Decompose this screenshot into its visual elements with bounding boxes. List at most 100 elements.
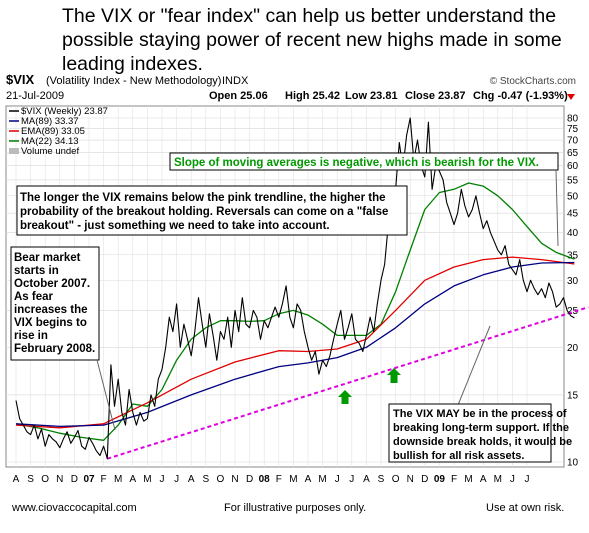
trendline-text-2: probability of the breakout holding. Rev…: [20, 206, 388, 218]
y-tick-label: 30: [567, 276, 579, 287]
high-value: High 25.42: [285, 90, 340, 102]
x-tick-label: J: [525, 474, 530, 485]
x-tick-label: A: [188, 474, 195, 485]
x-tick-label: 08: [259, 474, 271, 485]
x-tick-label: 07: [83, 474, 95, 485]
x-tick-label: M: [494, 474, 502, 485]
footer-illustrative: For illustrative purposes only.: [224, 502, 367, 514]
y-tick-label: 80: [567, 114, 579, 125]
chart-name: (Volatility Index - New Methodology): [46, 75, 221, 87]
headline: The VIX or "fear index" can help us bett…: [62, 5, 562, 75]
x-tick-label: F: [101, 474, 107, 485]
legend-ma89: MA(89) 33.37: [21, 116, 79, 127]
x-tick-label: J: [174, 474, 179, 485]
close-value: Close 23.87: [405, 90, 466, 102]
x-tick-label: O: [392, 474, 400, 485]
x-tick-label: M: [143, 474, 151, 485]
y-tick-label: 45: [567, 209, 579, 220]
y-tick-label: 40: [567, 228, 579, 239]
x-tick-label: N: [407, 474, 414, 485]
slope-text: Slope of moving averages is negative, wh…: [174, 157, 539, 169]
slope-annotation: Slope of moving averages is negative, wh…: [169, 152, 559, 171]
down-arrow-icon: [567, 94, 575, 100]
x-tick-label: M: [114, 474, 122, 485]
x-tick-label: O: [217, 474, 225, 485]
series-line-ma-22: [15, 182, 575, 441]
legend-vix: $VIX (Weekly) 23.87: [21, 106, 108, 117]
y-tick-label: 60: [567, 161, 579, 172]
y-tick-label: 35: [567, 250, 579, 261]
bear-text-5: increases the: [14, 304, 88, 316]
bear-text-2: starts in: [14, 265, 59, 277]
x-tick-label: A: [305, 474, 312, 485]
x-tick-label: A: [480, 474, 487, 485]
x-tick-label: J: [335, 474, 340, 485]
x-tick-label: M: [464, 474, 472, 485]
trendline-text-3: breakout" - just something we need to ta…: [20, 220, 330, 232]
open-value: Open 25.06: [209, 90, 268, 102]
legend: $VIX (Weekly) 23.87 MA(89) 33.37 EMA(89)…: [9, 106, 108, 157]
x-tick-label: F: [276, 474, 282, 485]
x-tick-label: S: [27, 474, 34, 485]
bear-text-8: February 2008.: [14, 343, 95, 355]
support-text-4: bullish for all risk assets.: [393, 450, 524, 462]
trendline-annotation: The longer the VIX remains below the pin…: [16, 185, 408, 236]
trendline-text-1: The longer the VIX remains below the pin…: [20, 192, 386, 204]
y-tick-label: 10: [567, 458, 579, 469]
support-annotation: The VIX MAY be in the process of breakin…: [388, 403, 572, 463]
stockcharts-credit: © StockCharts.com: [490, 76, 576, 87]
y-tick-label: 20: [567, 343, 579, 354]
x-tick-label: M: [318, 474, 326, 485]
bear-market-annotation: Bear market starts in October 2007. As f…: [10, 246, 100, 361]
bear-text-3: October 2007.: [14, 278, 90, 290]
support-text-2: breaking long-term support. If the: [393, 422, 569, 434]
legend-swatch-volume: [9, 148, 19, 154]
x-tick-label: D: [246, 474, 253, 485]
footer-website: www.ciovaccocapital.com: [12, 502, 137, 514]
x-tick-label: A: [363, 474, 370, 485]
chart-exchange: INDX: [222, 75, 249, 87]
change-value: Chg -0.47 (-1.93%): [473, 90, 568, 102]
x-tick-label: J: [349, 474, 354, 485]
bear-text-6: VIX begins to: [14, 317, 87, 329]
x-tick-label: N: [231, 474, 238, 485]
x-tick-label: N: [56, 474, 63, 485]
x-tick-label: 09: [434, 474, 446, 485]
x-tick-label: J: [160, 474, 165, 485]
bear-text-1: Bear market: [14, 252, 81, 264]
x-tick-label: A: [129, 474, 136, 485]
up-arrow-icon: [338, 390, 352, 404]
chart-date: 21-Jul-2009: [6, 90, 64, 102]
y-tick-label: 65: [567, 148, 579, 159]
legend-volume: Volume undef: [21, 146, 79, 157]
support-text-3: downside break holds, it would be: [393, 436, 572, 448]
x-tick-label: A: [13, 474, 20, 485]
x-tick-label: S: [378, 474, 385, 485]
footer-risk: Use at own risk.: [486, 502, 565, 514]
up-arrow-icon: [387, 368, 401, 383]
low-value: Low 23.81: [345, 90, 398, 102]
y-tick-label: 55: [567, 175, 579, 186]
support-text-1: The VIX MAY be in the process of: [393, 408, 567, 420]
bear-text-7: rise in: [14, 330, 48, 342]
y-tick-label: 70: [567, 136, 579, 147]
bear-text-4: As fear: [14, 291, 54, 303]
x-tick-label: S: [202, 474, 209, 485]
x-tick-labels: A S O N D 07 F M A M J J A S O N D 08 F M A M J J A S O N D 09 F M A M J J: [13, 474, 530, 485]
support-trendline: [106, 306, 589, 460]
legend-ma22: MA(22) 34.13: [21, 136, 79, 147]
y-tick-label: 50: [567, 191, 579, 202]
y-tick-label: 25: [567, 306, 579, 317]
chart-symbol: $VIX: [6, 72, 35, 87]
series-line-ma-89: [15, 261, 575, 428]
x-tick-label: M: [289, 474, 297, 485]
legend-ema89: EMA(89) 33.05: [21, 126, 85, 137]
slope-pointer: [555, 169, 559, 247]
y-tick-label: 75: [567, 124, 579, 135]
series-line--vix-weekly: [15, 117, 575, 460]
x-tick-label: D: [421, 474, 428, 485]
y-tick-label: 15: [567, 390, 579, 401]
bear-pointer: [96, 359, 116, 431]
